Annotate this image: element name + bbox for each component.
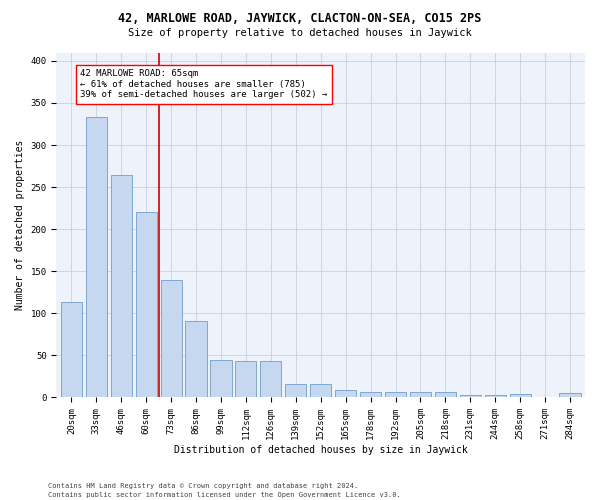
- Bar: [559, 394, 581, 398]
- Bar: [410, 392, 431, 398]
- Bar: [360, 392, 381, 398]
- Bar: [460, 395, 481, 398]
- Bar: [235, 362, 256, 398]
- Text: 42, MARLOWE ROAD, JAYWICK, CLACTON-ON-SEA, CO15 2PS: 42, MARLOWE ROAD, JAYWICK, CLACTON-ON-SE…: [118, 12, 482, 26]
- Y-axis label: Number of detached properties: Number of detached properties: [15, 140, 25, 310]
- Bar: [161, 280, 182, 398]
- Bar: [110, 174, 132, 398]
- Text: 42 MARLOWE ROAD: 65sqm
← 61% of detached houses are smaller (785)
39% of semi-de: 42 MARLOWE ROAD: 65sqm ← 61% of detached…: [80, 70, 328, 99]
- Bar: [310, 384, 331, 398]
- Bar: [61, 302, 82, 398]
- Bar: [136, 212, 157, 398]
- Bar: [435, 392, 456, 398]
- Bar: [185, 321, 206, 398]
- Bar: [285, 384, 307, 398]
- Bar: [485, 395, 506, 398]
- Bar: [86, 118, 107, 398]
- Bar: [335, 390, 356, 398]
- Bar: [509, 394, 531, 398]
- Text: Contains HM Land Registry data © Crown copyright and database right 2024.: Contains HM Land Registry data © Crown c…: [48, 483, 358, 489]
- Bar: [260, 362, 281, 398]
- X-axis label: Distribution of detached houses by size in Jaywick: Distribution of detached houses by size …: [174, 445, 467, 455]
- Bar: [385, 392, 406, 398]
- Bar: [211, 360, 232, 398]
- Text: Contains public sector information licensed under the Open Government Licence v3: Contains public sector information licen…: [48, 492, 401, 498]
- Text: Size of property relative to detached houses in Jaywick: Size of property relative to detached ho…: [128, 28, 472, 38]
